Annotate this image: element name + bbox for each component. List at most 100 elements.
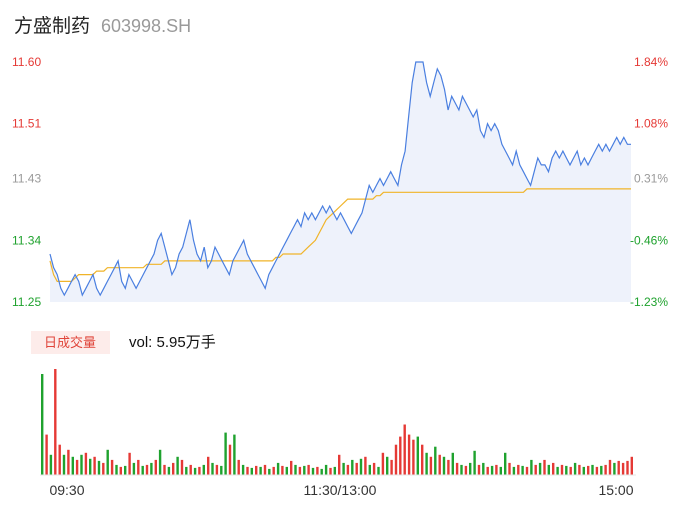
y-tick-label: 11.34 <box>12 233 41 247</box>
volume-bar <box>211 462 214 475</box>
volume-bar <box>582 466 585 475</box>
average-price-line <box>49 188 631 282</box>
y-tick-percent: -1.23% <box>630 295 668 309</box>
volume-bar <box>543 459 546 475</box>
volume-bar <box>220 465 223 475</box>
volume-bar <box>259 466 262 475</box>
volume-bar <box>141 465 144 475</box>
volume-bar <box>617 460 620 475</box>
volume-bar <box>482 462 485 475</box>
stock-code: 603998.SH <box>101 16 191 36</box>
volume-bar <box>552 462 555 475</box>
volume-bar <box>608 459 612 475</box>
volume-bar <box>630 456 633 475</box>
volume-bar <box>324 464 328 475</box>
volume-bar <box>250 467 253 475</box>
x-tick-label: 15:00 <box>598 482 633 498</box>
volume-bar <box>381 452 385 475</box>
volume-bar <box>93 456 96 475</box>
volume-bar <box>167 466 171 475</box>
time-axis: 09:30 11:30/13:00 15:00 <box>49 482 633 498</box>
volume-bar <box>119 466 122 475</box>
volume-bar <box>75 459 79 475</box>
volume-bar <box>180 459 184 475</box>
volume-bar <box>202 464 205 475</box>
volume-bar <box>145 464 149 475</box>
volume-bar <box>158 449 162 475</box>
volume-bar <box>342 462 345 475</box>
volume-bar <box>556 466 559 475</box>
volume-bar <box>412 439 415 475</box>
volume-bar <box>71 456 74 475</box>
x-tick-label: 11:30/13:00 <box>304 482 377 498</box>
y-tick-label: 11.43 <box>12 172 41 186</box>
volume-bar <box>355 462 358 475</box>
volume-bar <box>233 434 236 475</box>
volume-bar <box>102 462 105 475</box>
x-tick-label: 09:30 <box>49 482 84 498</box>
volume-bar <box>137 459 140 475</box>
volume-bar <box>394 444 398 475</box>
volume-bar <box>512 466 516 475</box>
volume-bar <box>403 424 406 475</box>
volume-bar <box>525 466 529 475</box>
volume-total: vol: 5.95万手 <box>129 334 216 351</box>
y-tick-label: 11.60 <box>12 55 41 69</box>
volume-bar <box>263 464 267 475</box>
volume-bar <box>185 466 188 475</box>
volume-bar <box>268 468 271 475</box>
volume-bar <box>429 456 433 475</box>
volume-bar <box>189 464 192 475</box>
volume-bar <box>399 436 402 475</box>
volume-bar <box>276 462 280 475</box>
volume-bar <box>386 456 389 475</box>
volume-bar <box>80 454 83 475</box>
volume-badge-label: 日成交量 <box>44 335 96 351</box>
stock-name: 方盛制药 <box>14 15 90 37</box>
volume-bar <box>255 465 258 475</box>
volume-bar <box>565 465 568 475</box>
volume-header: 日成交量 vol: 5.95万手 <box>31 331 216 354</box>
volume-bar <box>49 454 53 475</box>
volume-bar <box>416 436 419 475</box>
volume-bar <box>504 452 507 475</box>
y-axis-percent: 1.84% 1.08% 0.31% -0.46% -1.23% <box>630 55 668 309</box>
volume-bar <box>464 465 468 475</box>
volume-bar <box>115 464 118 475</box>
y-axis-price: 11.60 11.51 11.43 11.34 11.25 <box>12 55 41 309</box>
volume-bar <box>569 466 572 475</box>
volume-bar <box>311 467 315 475</box>
volume-bar <box>368 464 371 475</box>
y-tick-percent: 0.31% <box>634 172 668 186</box>
volume-bar <box>390 459 393 475</box>
volume-badge[interactable] <box>31 331 110 354</box>
volume-bar <box>351 459 354 475</box>
volume-bar <box>530 459 533 475</box>
volume-bar <box>84 452 88 475</box>
volume-bar <box>224 432 227 475</box>
volume-bar <box>613 462 616 475</box>
volume-bar <box>407 434 411 475</box>
volume-bar <box>89 458 92 475</box>
volume-bar <box>447 459 450 475</box>
volume-bar <box>377 466 380 475</box>
y-tick-percent: -0.46% <box>630 233 668 247</box>
volume-bar <box>333 466 336 475</box>
volume-bar <box>316 466 319 475</box>
volume-bar <box>54 369 57 475</box>
volume-bar <box>521 465 524 475</box>
volume-bar <box>128 452 131 475</box>
volume-bar <box>346 464 350 475</box>
volume-bar <box>595 466 599 475</box>
volume-bar <box>534 464 537 475</box>
volume-bar <box>228 444 232 475</box>
volume-bar <box>477 464 481 475</box>
volume-bar <box>455 462 459 475</box>
volume-bar <box>272 466 275 475</box>
volume-bar <box>285 466 288 475</box>
price-area <box>50 62 631 302</box>
volume-bar <box>490 465 494 475</box>
volume-bar <box>499 466 502 475</box>
volume-bars <box>41 369 633 475</box>
